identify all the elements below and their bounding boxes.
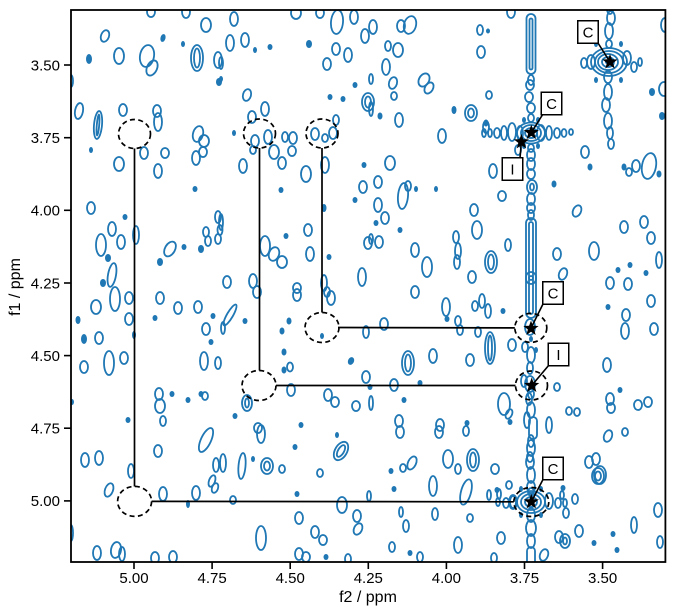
svg-text:4.50: 4.50	[276, 570, 305, 587]
svg-text:3.50: 3.50	[31, 57, 60, 74]
svg-text:C: C	[546, 96, 557, 113]
svg-text:I: I	[510, 162, 514, 179]
svg-text:4.25: 4.25	[354, 570, 383, 587]
svg-text:C: C	[548, 461, 559, 478]
svg-text:5.00: 5.00	[119, 570, 148, 587]
svg-text:5.00: 5.00	[31, 493, 60, 510]
svg-text:4.25: 4.25	[31, 275, 60, 292]
svg-text:3.75: 3.75	[510, 570, 539, 587]
svg-text:I: I	[556, 347, 560, 364]
svg-text:3.75: 3.75	[31, 130, 60, 147]
svg-text:4.00: 4.00	[432, 570, 461, 587]
svg-text:C: C	[583, 25, 594, 42]
svg-text:f2 / ppm: f2 / ppm	[339, 589, 397, 606]
svg-text:C: C	[548, 286, 559, 303]
svg-text:4.75: 4.75	[31, 421, 60, 438]
svg-text:f1 / ppm: f1 / ppm	[7, 258, 24, 316]
svg-text:4.50: 4.50	[31, 348, 60, 365]
svg-text:4.00: 4.00	[31, 203, 60, 220]
svg-text:4.75: 4.75	[197, 570, 226, 587]
svg-text:3.50: 3.50	[588, 570, 617, 587]
